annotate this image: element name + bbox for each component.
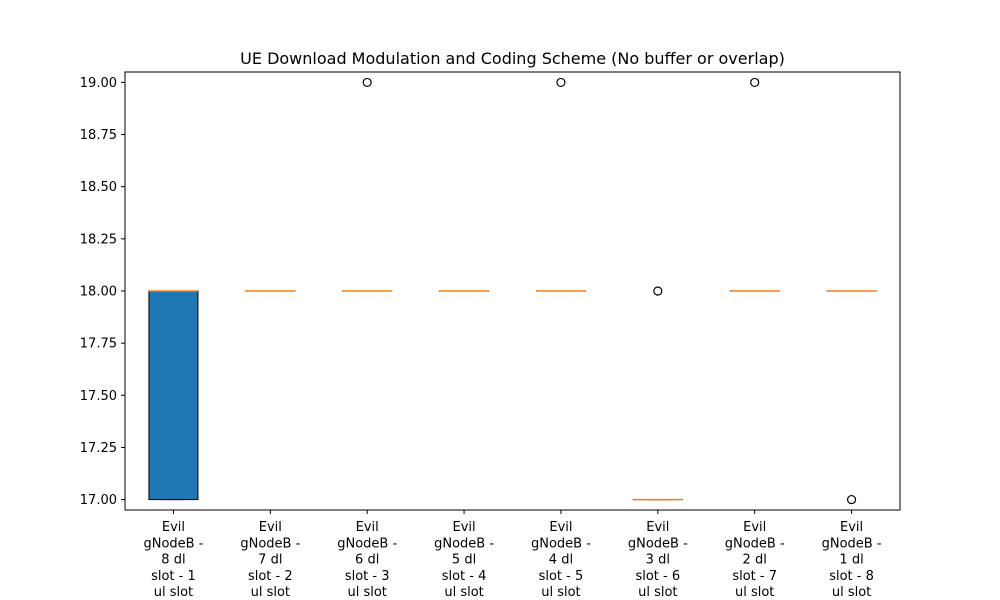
x-tick-label-line: gNodeB - <box>143 536 203 551</box>
x-tick-label-line: Evil <box>259 520 282 535</box>
x-tick-label-line: 8 dl <box>161 553 185 568</box>
x-tick-label-line: 5 dl <box>452 553 476 568</box>
x-tick-label-line: ul slot <box>347 585 386 600</box>
x-tick-label-line: Evil <box>743 520 766 535</box>
outlier-point <box>750 77 760 88</box>
box-1 <box>148 290 199 501</box>
box-8 <box>826 290 877 505</box>
x-tick-label-line: ul slot <box>444 585 483 600</box>
x-tick-label-line: slot - 1 <box>151 569 196 584</box>
x-tick-label-line: gNodeB - <box>822 536 882 551</box>
x-tick-label-line: ul slot <box>832 585 871 600</box>
x-tick-label-line: slot - 2 <box>248 569 293 584</box>
y-tick-label: 19.00 <box>80 76 117 91</box>
outlier-point <box>653 286 663 296</box>
y-tick-label: 17.75 <box>80 337 117 352</box>
x-tick-label-line: slot - 7 <box>732 569 777 584</box>
x-tick-label-line: gNodeB - <box>531 536 591 551</box>
x-tick-label-line: gNodeB - <box>725 536 785 551</box>
y-tick-label: 18.50 <box>80 180 117 195</box>
box-3 <box>342 77 393 292</box>
y-tick-label: 17.25 <box>80 441 117 456</box>
box-6 <box>632 286 683 501</box>
x-tick-label-line: Evil <box>162 520 185 535</box>
x-tick-label-line: slot - 8 <box>829 569 874 584</box>
x-tick-label-line: slot - 5 <box>539 569 584 584</box>
x-tick-label-line: slot - 6 <box>635 569 680 584</box>
x-tick-label-line: gNodeB - <box>434 536 494 551</box>
x-tick-label-line: ul slot <box>735 585 774 600</box>
x-tick-label-line: slot - 4 <box>442 569 487 584</box>
x-tick-label-line: 1 dl <box>839 553 863 568</box>
outlier-point <box>556 77 566 88</box>
plot-frame <box>124 71 901 511</box>
x-tick-label-line: 4 dl <box>549 553 573 568</box>
y-axis: 17.00 17.25 17.50 17.75 18.00 18.25 18.50 18.75… <box>80 76 125 508</box>
box-7 <box>729 77 780 292</box>
x-tick-label-line: 3 dl <box>646 553 670 568</box>
box-5 <box>535 77 586 292</box>
boxes-layer <box>148 77 877 505</box>
x-tick-label-line: gNodeB - <box>628 536 688 551</box>
y-tick-label: 17.50 <box>80 389 117 404</box>
x-tick-label-line: Evil <box>452 520 475 535</box>
outlier-point <box>846 494 857 505</box>
box-body <box>148 290 199 501</box>
x-tick-label-line: 2 dl <box>743 553 767 568</box>
x-tick-label-line: Evil <box>549 520 572 535</box>
x-tick-label-line: gNodeB - <box>240 536 300 551</box>
chart-title: UE Download Modulation and Coding Scheme… <box>240 49 785 68</box>
y-tick-label: 18.00 <box>80 285 117 300</box>
x-tick-label-line: ul slot <box>154 585 193 600</box>
x-tick-label-line: Evil <box>356 520 379 535</box>
y-tick-label: 18.75 <box>80 128 117 143</box>
x-tick-label-line: slot - 3 <box>345 569 390 584</box>
x-tick-label-line: 6 dl <box>355 553 379 568</box>
y-tick-label: 17.00 <box>80 493 117 508</box>
outlier-point <box>362 77 372 88</box>
x-tick-label-line: Evil <box>646 520 669 535</box>
x-tick-label-line: ul slot <box>251 585 290 600</box>
x-tick-label-line: ul slot <box>541 585 580 600</box>
x-tick-label-line: ul slot <box>638 585 677 600</box>
x-tick-label-line: gNodeB - <box>337 536 397 551</box>
y-tick-label: 18.25 <box>80 232 117 247</box>
x-tick-label-line: Evil <box>840 520 863 535</box>
x-tick-label-line: 7 dl <box>258 553 282 568</box>
